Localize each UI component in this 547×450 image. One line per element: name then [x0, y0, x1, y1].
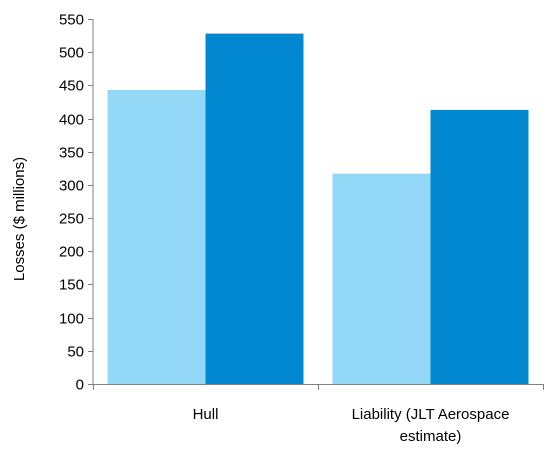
y-tick-label: 450	[59, 78, 84, 95]
x-category-label: Hull	[193, 406, 219, 423]
y-axis-title: Losses ($ millions)	[11, 157, 28, 281]
y-tick-label: 200	[59, 244, 84, 261]
y-tick-label: 50	[67, 344, 84, 361]
y-tick-label: 0	[76, 377, 84, 394]
bars	[107, 33, 529, 384]
bar	[205, 33, 304, 384]
y-tick-label: 400	[59, 112, 84, 129]
y-tick-label: 250	[59, 211, 84, 228]
bar	[107, 90, 206, 384]
x-category-label: Liability (JLT Aerospace estimate)	[352, 406, 510, 445]
y-tick-label: 150	[59, 277, 84, 294]
x-axis: Hull Liability (JLT Aerospace estimate)	[93, 384, 544, 445]
y-tick-label: 500	[59, 45, 84, 62]
y-axis: 0 50 100 150 200 250 300 350 400 450 500 550	[59, 12, 94, 394]
y-tick-label: 350	[59, 145, 84, 162]
y-tick-label: 100	[59, 311, 84, 328]
y-tick-label: 550	[59, 12, 84, 29]
bar	[430, 109, 529, 384]
bar	[332, 173, 431, 384]
y-tick-label: 300	[59, 178, 84, 195]
